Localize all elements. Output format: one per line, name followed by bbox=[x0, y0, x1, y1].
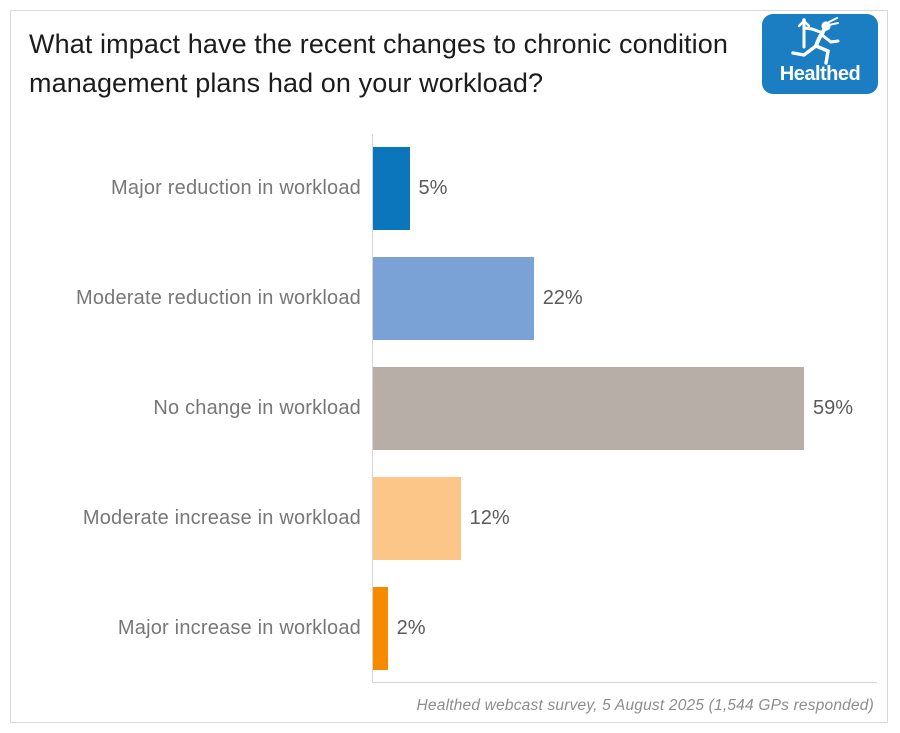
bar-region: 2% bbox=[372, 573, 877, 683]
chart-row: Moderate increase in workload 12% bbox=[11, 463, 877, 574]
chart-title: What impact have the recent changes to c… bbox=[29, 25, 774, 103]
chart-title-line-1: What impact have the recent changes to c… bbox=[29, 29, 728, 59]
bar-moderate-increase-in-workload[interactable] bbox=[373, 476, 461, 560]
chart-row: No change in workload 59% bbox=[11, 353, 877, 464]
value-label: 12% bbox=[469, 506, 510, 529]
healthed-logo: Healthed bbox=[762, 14, 878, 94]
bar-region: 5% bbox=[372, 134, 877, 244]
category-label: Moderate reduction in workload bbox=[75, 287, 361, 310]
bar-moderate-reduction-in-workload[interactable] bbox=[373, 257, 534, 341]
value-label: 59% bbox=[812, 396, 853, 419]
logo-wordmark: Healthed bbox=[779, 63, 861, 85]
bar-region: 22% bbox=[372, 243, 877, 354]
bar-major-reduction-in-workload[interactable] bbox=[373, 147, 410, 231]
value-label: 2% bbox=[396, 616, 426, 639]
bar-chart: Major reduction in workload 5% Moderate re… bbox=[11, 134, 877, 683]
value-label: 5% bbox=[418, 177, 448, 200]
chart-row: Major increase in workload 2% bbox=[11, 573, 877, 683]
value-label: 22% bbox=[542, 287, 583, 310]
bar-no-change-in-workload[interactable] bbox=[373, 366, 804, 450]
x-axis-line bbox=[372, 682, 877, 683]
category-label: Moderate increase in workload bbox=[82, 506, 361, 529]
bar-region: 12% bbox=[372, 463, 877, 574]
chart-title-line-2: management plans had on your workload? bbox=[29, 68, 544, 98]
survey-chart-card: What impact have the recent changes to c… bbox=[10, 10, 888, 723]
category-label: No change in workload bbox=[153, 396, 361, 419]
chart-row: Major reduction in workload 5% bbox=[11, 134, 877, 244]
category-label: Major reduction in workload bbox=[111, 177, 361, 200]
bar-region: 59% bbox=[372, 353, 877, 464]
footer-caption: Healthed webcast survey, 5 August 2025 (… bbox=[416, 697, 874, 714]
bar-major-increase-in-workload[interactable] bbox=[373, 586, 388, 670]
hermes-runner-icon bbox=[791, 17, 840, 65]
category-label: Major increase in workload bbox=[117, 616, 361, 639]
chart-row: Moderate reduction in workload 22% bbox=[11, 243, 877, 354]
